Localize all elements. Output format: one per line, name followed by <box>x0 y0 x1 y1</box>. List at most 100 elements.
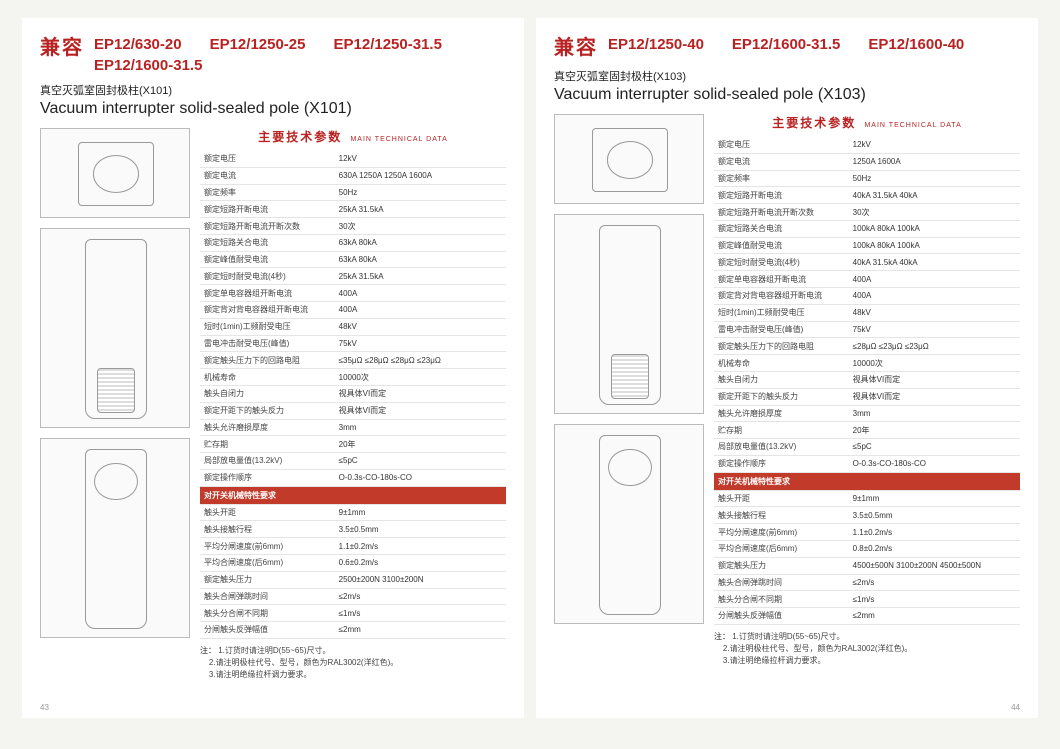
spec-key: 额定操作顺序 <box>714 455 849 472</box>
spec-row: 额定电压12kV <box>200 151 506 167</box>
spec-table-left: 额定电压12kV额定电流630A 1250A 1250A 1600A额定频率50… <box>200 151 506 639</box>
spec-row: 额定触头压力下的回路电阻≤35μΩ ≤28μΩ ≤28μΩ ≤23μΩ <box>200 352 506 369</box>
note-line: 2.请注明极柱代号、型号，颜色为RAL3002(洋红色)。 <box>209 658 398 667</box>
spec-value: ≤2m/s <box>849 574 1020 591</box>
spec-key: 短时(1min)工频耐受电压 <box>714 304 849 321</box>
spec-row: 雷电冲击耐受电压(峰值)75kV <box>200 335 506 352</box>
spec-row: 触头允许磨损厚度3mm <box>200 419 506 436</box>
spec-value: ≤5pC <box>335 453 506 470</box>
compat-label: 兼容 <box>40 36 84 60</box>
spec-row: 贮存期20年 <box>714 422 1020 439</box>
tech-drawing-front-view <box>554 214 704 414</box>
page-number: 43 <box>40 703 49 712</box>
spec-row: 额定触头压力4500±500N 3100±200N 4500±500N <box>714 557 1020 574</box>
spec-value: 75kV <box>335 335 506 352</box>
model-code: EP12/630-20 <box>94 36 182 53</box>
spec-row: 额定电流1250A 1600A <box>714 153 1020 170</box>
note-line: 2.请注明极柱代号、型号，颜色为RAL3002(洋红色)。 <box>723 644 912 653</box>
spec-row: 额定触头压力2500±200N 3100±200N <box>200 571 506 588</box>
spec-value: 400A <box>849 288 1020 305</box>
spec-value: 25kA 31.5kA <box>335 201 506 218</box>
spec-value: 25kA 31.5kA <box>335 268 506 285</box>
spec-key: 贮存期 <box>714 422 849 439</box>
spec-value: 100kA 80kA 100kA <box>849 220 1020 237</box>
spec-value: 50Hz <box>335 184 506 201</box>
spec-key: 额定峰值耐受电流 <box>714 237 849 254</box>
spec-row: 触头分合闸不同期≤1m/s <box>714 591 1020 608</box>
spec-value: 视具体VI而定 <box>849 371 1020 388</box>
spec-value: O-0.3s-CO-180s-CO <box>849 455 1020 472</box>
spec-title-cn: 主要技术参数 <box>772 116 856 130</box>
notes-label: 注： <box>714 632 730 641</box>
spec-row: 局部放电量值(13.2kV)≤5pC <box>714 439 1020 456</box>
spec-row: 平均分闸速度(前6mm)1.1±0.2m/s <box>714 524 1020 541</box>
spec-row: 局部放电量值(13.2kV)≤5pC <box>200 453 506 470</box>
spec-key: 分闸触头反弹幅值 <box>714 608 849 625</box>
notes-block: 注： 1.订货时请注明D(55~65)尺寸。 2.请注明极柱代号、型号，颜色为R… <box>714 631 1020 667</box>
spec-value: 75kV <box>849 321 1020 338</box>
spec-section-label: 对开关机械特性要求 <box>200 486 506 504</box>
spec-row: 额定操作顺序O-0.3s-CO-180s-CO <box>200 469 506 486</box>
spec-key: 雷电冲击耐受电压(峰值) <box>714 321 849 338</box>
spec-key: 额定电压 <box>714 137 849 153</box>
spec-value: 63kA 80kA <box>335 234 506 251</box>
spec-row: 额定背对背电容器组开断电流400A <box>714 288 1020 305</box>
spec-key: 触头自闭力 <box>714 371 849 388</box>
spec-row: 短时(1min)工频耐受电压48kV <box>714 304 1020 321</box>
spec-row: 额定频率50Hz <box>714 170 1020 187</box>
spec-value: 3.5±0.5mm <box>849 507 1020 524</box>
spec-value: 48kV <box>335 318 506 335</box>
spec-key: 局部放电量值(13.2kV) <box>200 453 335 470</box>
spec-row: 额定电压12kV <box>714 137 1020 153</box>
spec-key: 额定短路开断电流 <box>714 187 849 204</box>
spec-value: 4500±500N 3100±200N 4500±500N <box>849 557 1020 574</box>
tech-drawing-front-view <box>40 228 190 428</box>
spec-key: 额定频率 <box>200 184 335 201</box>
spec-value: 40kA 31.5kA 40kA <box>849 254 1020 271</box>
spec-value: 400A <box>335 285 506 302</box>
spec-row: 额定短路开断电流40kA 31.5kA 40kA <box>714 187 1020 204</box>
spec-key: 额定短路开断电流开断次数 <box>714 204 849 221</box>
spec-key: 雷电冲击耐受电压(峰值) <box>200 335 335 352</box>
spec-row: 额定短时耐受电流(4秒)25kA 31.5kA <box>200 268 506 285</box>
spec-key: 触头允许磨损厚度 <box>714 405 849 422</box>
spec-value: 400A <box>335 302 506 319</box>
spec-key: 额定短时耐受电流(4秒) <box>714 254 849 271</box>
content-row: 主要技术参数 MAIN TECHNICAL DATA 额定电压12kV额定电流1… <box>554 114 1020 667</box>
spec-value: 400A <box>849 271 1020 288</box>
spec-key: 额定短路开断电流 <box>200 201 335 218</box>
spec-row: 触头接触行程3.5±0.5mm <box>714 507 1020 524</box>
spec-key: 触头合闸弹跳时间 <box>714 574 849 591</box>
spec-key: 额定峰值耐受电流 <box>200 251 335 268</box>
spec-value: O-0.3s-CO-180s-CO <box>335 469 506 486</box>
spec-value: ≤28μΩ ≤23μΩ ≤23μΩ <box>849 338 1020 355</box>
spec-key: 触头开距 <box>714 490 849 507</box>
tech-drawing-top-view <box>554 114 704 204</box>
spec-value: ≤1m/s <box>335 605 506 622</box>
spec-value: ≤5pC <box>849 439 1020 456</box>
spec-value: 3mm <box>335 419 506 436</box>
spec-value: ≤2m/s <box>335 588 506 605</box>
spec-row: 额定背对背电容器组开断电流400A <box>200 302 506 319</box>
spec-row: 触头接触行程3.5±0.5mm <box>200 521 506 538</box>
spec-key: 额定电压 <box>200 151 335 167</box>
model-code: EP12/1600-31.5 <box>732 36 840 53</box>
spec-row: 额定短路关合电流100kA 80kA 100kA <box>714 220 1020 237</box>
spec-row: 额定短路关合电流63kA 80kA <box>200 234 506 251</box>
subtitle-cn: 真空灭弧室固封极柱(X101) <box>40 82 506 98</box>
model-code: EP12/1600-40 <box>868 36 964 53</box>
spec-row: 额定开距下的触头反力视具体VI而定 <box>714 388 1020 405</box>
spec-row: 额定短路开断电流开断次数30次 <box>714 204 1020 221</box>
spec-title: 主要技术参数 MAIN TECHNICAL DATA <box>714 114 1020 131</box>
spec-key: 触头允许磨损厚度 <box>200 419 335 436</box>
spec-row: 触头合闸弹跳时间≤2m/s <box>200 588 506 605</box>
compat-models-left: EP12/630-20 EP12/1250-25 EP12/1250-31.5 … <box>94 36 506 74</box>
spec-section-label: 对开关机械特性要求 <box>714 472 1020 490</box>
model-code: EP12/1600-31.5 <box>94 57 202 74</box>
spec-key: 额定短路开断电流开断次数 <box>200 218 335 235</box>
spec-value: 10000次 <box>849 355 1020 372</box>
spec-key: 额定背对背电容器组开断电流 <box>200 302 335 319</box>
spec-section-header: 对开关机械特性要求 <box>714 472 1020 490</box>
note-line: 1.订货时请注明D(55~65)尺寸。 <box>732 632 844 641</box>
spec-value: 1250A 1600A <box>849 153 1020 170</box>
